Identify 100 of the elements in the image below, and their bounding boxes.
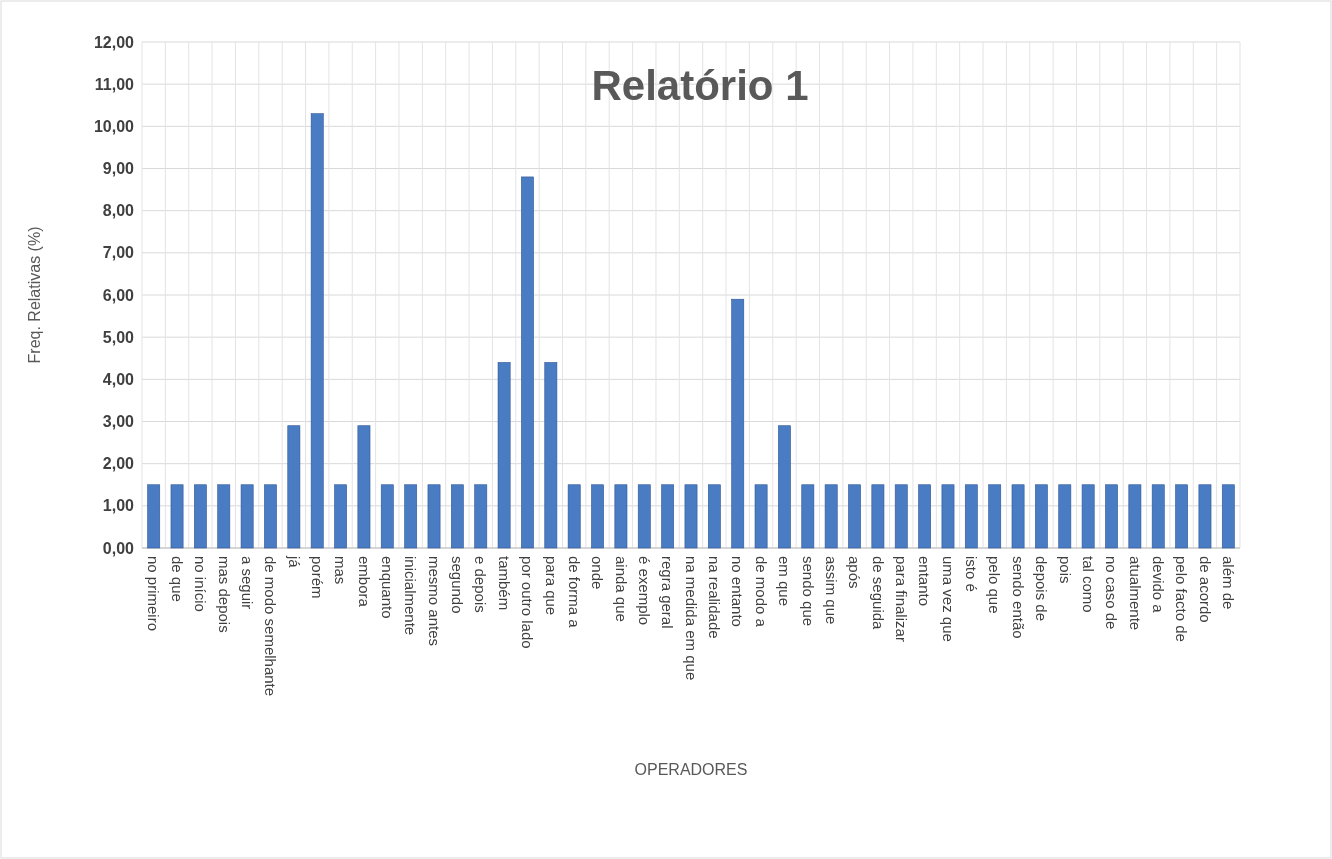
x-tick-label: devido a — [1149, 556, 1167, 614]
bar — [1198, 484, 1212, 549]
x-tick-label: depois de — [1033, 556, 1051, 622]
bar — [1221, 484, 1235, 549]
bar — [451, 484, 464, 549]
bar — [731, 298, 745, 549]
y-tick-label: 11,00 — [94, 75, 135, 93]
bar — [1175, 484, 1188, 549]
x-tick-label: na realidade — [706, 556, 724, 639]
bar — [287, 425, 301, 549]
y-tick-label: 0,00 — [102, 539, 135, 557]
x-axis-title: OPERADORES — [634, 761, 748, 778]
x-tick-label: no entanto — [729, 556, 747, 627]
bar — [217, 484, 231, 549]
x-tick-label: onde — [589, 556, 607, 590]
x-tick-label: ainda que — [612, 556, 630, 622]
bar — [1011, 484, 1025, 549]
y-tick-label: 8,00 — [102, 202, 135, 220]
x-tick-label: após — [846, 556, 864, 589]
x-tick-label: no primeiro — [145, 556, 163, 632]
bar — [707, 484, 721, 549]
x-tick-label: de acordo — [1196, 556, 1214, 623]
y-tick-label: 9,00 — [102, 160, 135, 178]
bar — [521, 176, 534, 549]
x-tick-label: segundo — [449, 556, 467, 614]
x-tick-label: mas depois — [215, 556, 233, 633]
bar — [778, 425, 791, 549]
x-tick-label: mas — [332, 556, 350, 585]
bar — [988, 484, 1002, 549]
text: Relatório 1 — [591, 62, 809, 109]
x-tick-label: embora — [355, 556, 373, 608]
x-tick-label: sendo que — [799, 556, 817, 627]
bar — [1128, 484, 1142, 549]
x-tick-label: inicialmente — [402, 556, 420, 636]
y-tick-label: 3,00 — [102, 413, 135, 431]
x-tick-label: isto é — [963, 556, 981, 592]
bar — [824, 484, 838, 549]
bar — [1081, 484, 1095, 549]
x-tick-label: no início — [192, 556, 210, 612]
x-tick-label: tal como — [1079, 556, 1097, 613]
bar — [310, 113, 324, 549]
x-tick-label: além de — [1220, 556, 1238, 610]
x-tick-label: porém — [308, 556, 326, 599]
x-tick-label: pelo que — [986, 556, 1004, 614]
x-tick-label: enquanto — [379, 556, 397, 619]
bar — [474, 484, 488, 549]
x-tick-label: para que — [542, 556, 560, 616]
bar — [591, 484, 604, 549]
x-tick-label: de que — [168, 556, 186, 602]
bar — [848, 484, 861, 549]
bar — [918, 484, 931, 549]
x-tick-label: para finalizar — [893, 556, 911, 642]
bar — [544, 362, 558, 549]
x-tick-label: regra geral — [659, 556, 677, 629]
x-tick-label: mesmo antes — [425, 556, 443, 647]
bar — [614, 484, 628, 549]
x-tick-label: pelo facto de — [1173, 556, 1191, 642]
x-tick-label: atualmente — [1126, 556, 1144, 631]
bar — [334, 484, 347, 549]
bar — [497, 362, 511, 549]
y-tick-label: 4,00 — [102, 370, 135, 388]
x-tick-label: entanto — [916, 556, 934, 607]
bar — [754, 484, 768, 549]
y-tick-label: 1,00 — [102, 497, 135, 515]
bar — [357, 425, 371, 549]
bar — [894, 484, 908, 549]
bar — [964, 484, 978, 549]
y-tick-label: 2,00 — [102, 455, 135, 473]
x-tick-label: é exemplo — [636, 556, 654, 626]
x-tick-label: a seguir — [238, 556, 256, 610]
bar — [637, 484, 651, 549]
y-tick-label: 10,00 — [93, 117, 135, 135]
x-tick-label: uma vez que — [939, 556, 957, 642]
y-tick-label: 12,00 — [93, 33, 135, 51]
x-tick-label: e depois — [472, 556, 490, 613]
x-tick-label: em que — [776, 556, 794, 607]
bar — [941, 484, 955, 549]
x-tick-label: de modo a — [752, 556, 770, 628]
bar — [194, 484, 207, 549]
x-tick-label: de seguida — [869, 556, 887, 631]
bar — [147, 484, 161, 549]
x-tick-label: no caso de — [1103, 556, 1121, 630]
y-tick-label: 6,00 — [102, 286, 135, 304]
bar — [170, 484, 184, 549]
bar — [661, 484, 675, 549]
bar — [264, 484, 277, 549]
x-tick-label: por outro lado — [519, 556, 537, 649]
bar — [567, 484, 581, 549]
y-axis-title: Freq. Relativas (%) — [26, 226, 43, 364]
bar — [1151, 484, 1165, 549]
y-tick-label: 5,00 — [102, 328, 135, 346]
y-tick-label: 7,00 — [102, 244, 135, 262]
x-tick-label: já — [285, 555, 303, 569]
bar — [684, 484, 698, 549]
x-tick-label: também — [495, 556, 513, 611]
x-tick-label: de modo semelhante — [262, 556, 280, 697]
bar — [1058, 484, 1072, 549]
x-tick-label: de forma a — [565, 556, 583, 629]
bar — [801, 484, 815, 549]
bar — [380, 484, 394, 549]
